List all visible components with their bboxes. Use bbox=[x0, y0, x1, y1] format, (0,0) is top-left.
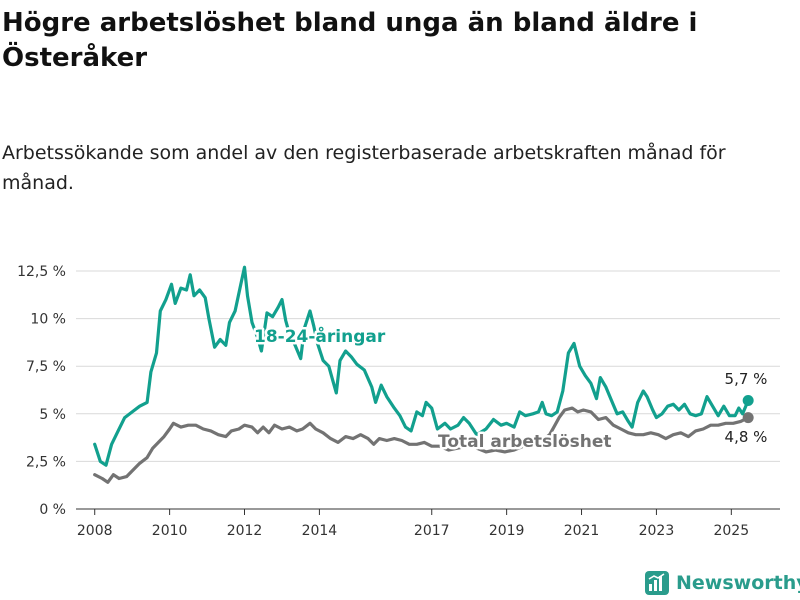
x-tick-label: 2017 bbox=[414, 523, 450, 539]
x-tick-label: 2010 bbox=[152, 523, 188, 539]
y-tick-label: 10 % bbox=[30, 312, 66, 328]
y-tick-label: 7,5 % bbox=[26, 359, 66, 375]
end-value-label-total: 4,8 % bbox=[725, 428, 768, 446]
x-tick-label: 2019 bbox=[489, 523, 525, 539]
x-tick-label: 2021 bbox=[564, 523, 600, 539]
newsworthy-logo-icon bbox=[645, 571, 669, 595]
series-line-total bbox=[93, 406, 750, 484]
chart-title: Högre arbetslöshet bland unga än bland ä… bbox=[2, 8, 698, 73]
end-point-total bbox=[742, 412, 754, 424]
x-tick-label: 2025 bbox=[713, 523, 749, 539]
x-tick-label: 2014 bbox=[302, 523, 338, 539]
y-tick-label: 0 % bbox=[39, 502, 66, 518]
x-tick-label: 2012 bbox=[227, 523, 263, 539]
series-label-youth: 18-24-åringar bbox=[254, 325, 386, 347]
x-tick-label: 2023 bbox=[639, 523, 675, 539]
end-point-youth bbox=[742, 394, 754, 406]
x-axis: 2008 2010 2012 2014 2017 2019 2021 2023 2025 bbox=[77, 509, 749, 539]
series-label-total: Total arbetslöshet bbox=[438, 432, 612, 452]
chart-subtitle: Arbetssökande som andel av den registerb… bbox=[2, 142, 726, 194]
series-labels: 18-24-åringar Total arbetslöshet 5,7 % 4,8 … bbox=[252, 323, 768, 455]
gridlines bbox=[76, 270, 780, 510]
y-axis: 0 % 2,5 % 5 % 7,5 % 10 % 12,5 % bbox=[17, 264, 66, 518]
y-tick-label: 5 % bbox=[39, 407, 66, 423]
y-tick-label: 12,5 % bbox=[17, 264, 66, 280]
end-value-label-youth: 5,7 % bbox=[725, 370, 768, 388]
x-tick-label: 2008 bbox=[77, 523, 113, 539]
brand-logo: Newsworthy bbox=[644, 568, 800, 598]
series-line-youth bbox=[93, 265, 750, 467]
brand-name: Newsworthy bbox=[676, 572, 800, 594]
y-tick-label: 2,5 % bbox=[26, 454, 66, 470]
series-lines bbox=[93, 265, 754, 484]
